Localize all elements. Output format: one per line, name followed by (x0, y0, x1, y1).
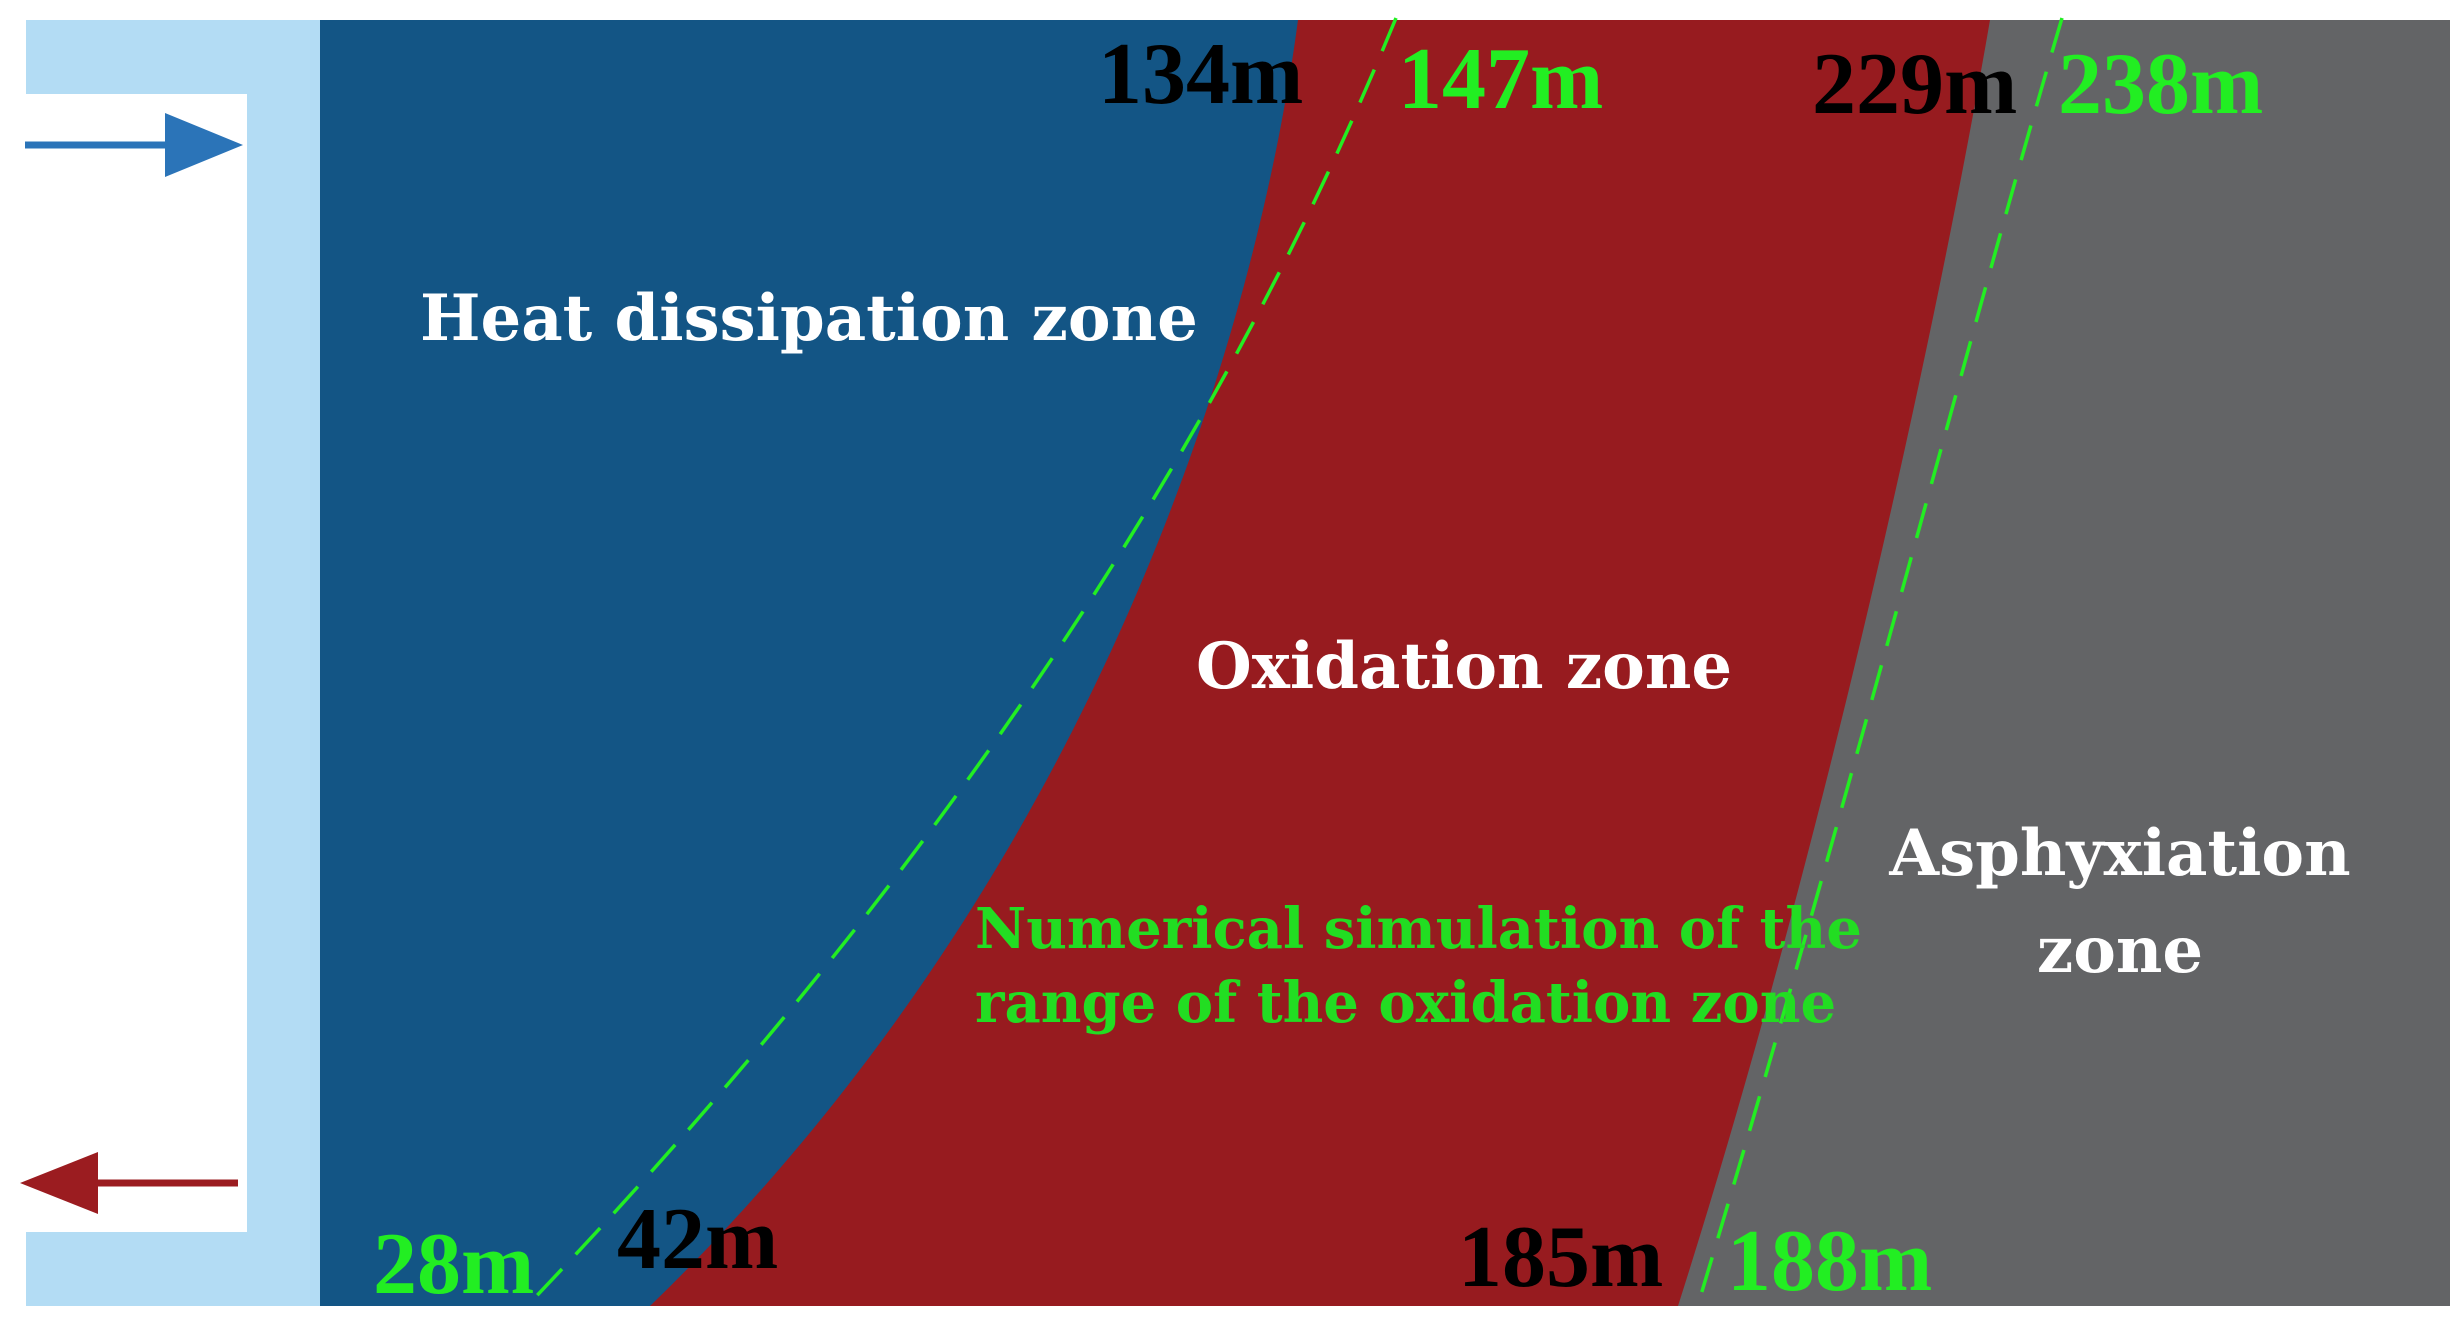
simulation-label-line1: Numerical simulation of the (975, 896, 1862, 962)
measured-bottom-outer-distance: 185m (1458, 1209, 1663, 1306)
return-arrow (20, 1152, 238, 1214)
simulated-bottom-inner-distance: 28m (373, 1216, 534, 1313)
measured-top-inner-distance: 134m (1098, 26, 1303, 123)
asphyxiation-zone-label-line1: Asphyxiation (1888, 816, 2350, 891)
simulated-inner-boundary-line (523, 17, 1398, 1310)
oxidation-zone-label: Oxidation zone (1196, 629, 1732, 704)
airway (26, 20, 322, 1306)
asphyxiation-zone-label-line2: zone (2037, 913, 2203, 988)
intake-arrow (25, 113, 243, 177)
asphyxiation-zone (1678, 20, 2450, 1306)
simulated-top-inner-distance: 147m (1398, 31, 1603, 128)
heat-dissipation-zone-label: Heat dissipation zone (420, 281, 1198, 356)
simulated-top-outer-distance: 238m (2058, 36, 2263, 133)
simulated-bottom-outer-distance: 188m (1727, 1213, 1932, 1310)
measured-bottom-inner-distance: 42m (617, 1191, 778, 1288)
simulation-label-line2: range of the oxidation zone (975, 970, 1836, 1036)
measured-top-outer-distance: 229m (1812, 36, 2017, 133)
simulated-outer-boundary-line (1695, 17, 2064, 1309)
